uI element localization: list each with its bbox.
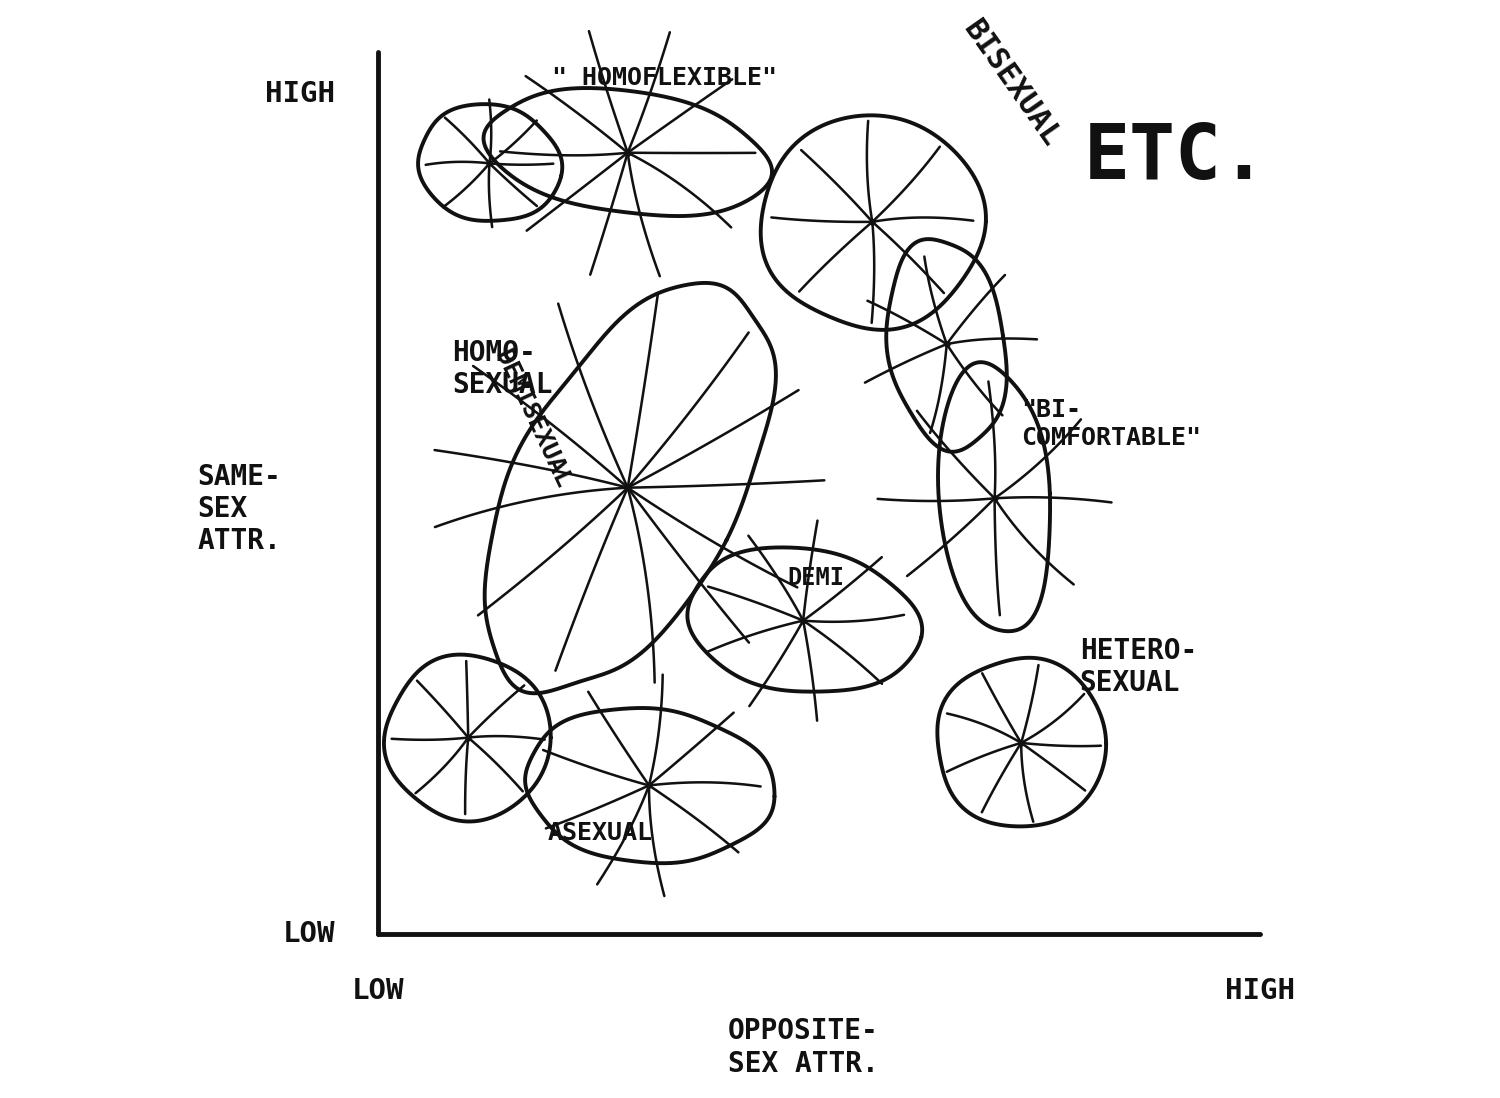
Text: ASEXUAL: ASEXUAL [548, 821, 652, 845]
Text: HOMO-
SEXUAL: HOMO- SEXUAL [452, 339, 552, 400]
Text: "BI-
COMFORTABLE": "BI- COMFORTABLE" [1022, 397, 1202, 450]
Text: DEMISEXUAL: DEMISEXUAL [489, 346, 574, 492]
Text: HIGH: HIGH [266, 80, 336, 109]
Text: ETC.: ETC. [1083, 121, 1268, 195]
Text: HETERO-
SEXUAL: HETERO- SEXUAL [1080, 637, 1197, 697]
Text: DEMI: DEMI [788, 567, 844, 590]
Text: SAME-
SEX
ATTR.: SAME- SEX ATTR. [198, 462, 282, 556]
Text: OPPOSITE-
SEX ATTR.: OPPOSITE- SEX ATTR. [728, 1018, 879, 1078]
Text: LOW: LOW [351, 977, 404, 1005]
Text: HIGH: HIGH [1226, 977, 1296, 1005]
Text: LOW: LOW [284, 920, 336, 949]
Text: BISEXUAL: BISEXUAL [957, 15, 1065, 153]
Text: " HOMOFLEXIBLE": " HOMOFLEXIBLE" [552, 66, 777, 90]
